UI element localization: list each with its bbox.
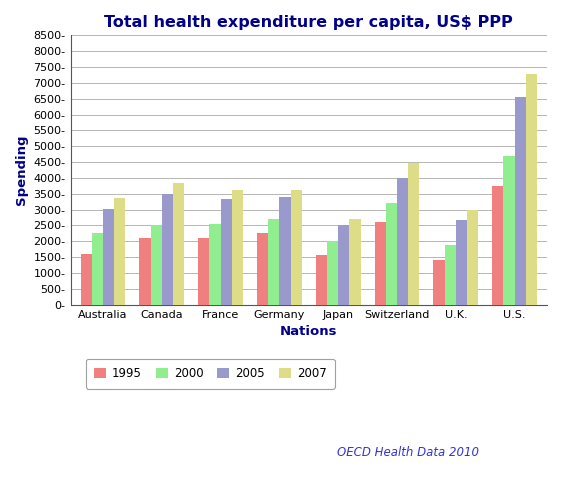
Bar bbox=[492, 186, 504, 305]
Bar bbox=[316, 255, 327, 305]
Bar bbox=[504, 156, 515, 305]
Bar bbox=[338, 225, 350, 305]
Bar bbox=[515, 97, 526, 305]
Bar bbox=[257, 233, 268, 305]
Bar bbox=[408, 163, 419, 305]
Bar bbox=[397, 178, 408, 305]
Bar bbox=[232, 190, 243, 305]
Bar bbox=[526, 74, 537, 305]
X-axis label: Nations: Nations bbox=[280, 325, 338, 338]
Bar bbox=[173, 182, 184, 305]
Bar bbox=[279, 197, 291, 305]
Bar bbox=[386, 203, 397, 305]
Bar bbox=[433, 260, 445, 305]
Bar bbox=[445, 245, 456, 305]
Text: OECD Health Data 2010: OECD Health Data 2010 bbox=[337, 446, 479, 459]
Bar bbox=[92, 233, 103, 305]
Y-axis label: Spending: Spending bbox=[15, 135, 28, 205]
Bar bbox=[291, 190, 302, 305]
Bar bbox=[327, 241, 338, 305]
Legend: 1995, 2000, 2005, 2007: 1995, 2000, 2005, 2007 bbox=[86, 359, 335, 388]
Bar bbox=[268, 219, 279, 305]
Bar bbox=[198, 238, 210, 305]
Bar bbox=[80, 254, 92, 305]
Bar bbox=[375, 222, 386, 305]
Bar bbox=[210, 224, 220, 305]
Bar bbox=[103, 209, 114, 305]
Bar bbox=[456, 220, 467, 305]
Bar bbox=[139, 238, 151, 305]
Bar bbox=[220, 199, 232, 305]
Bar bbox=[162, 194, 173, 305]
Bar bbox=[114, 198, 125, 305]
Title: Total health expenditure per capita, US$ PPP: Total health expenditure per capita, US$… bbox=[105, 15, 513, 30]
Bar bbox=[467, 210, 478, 305]
Bar bbox=[350, 218, 361, 305]
Bar bbox=[151, 225, 162, 305]
